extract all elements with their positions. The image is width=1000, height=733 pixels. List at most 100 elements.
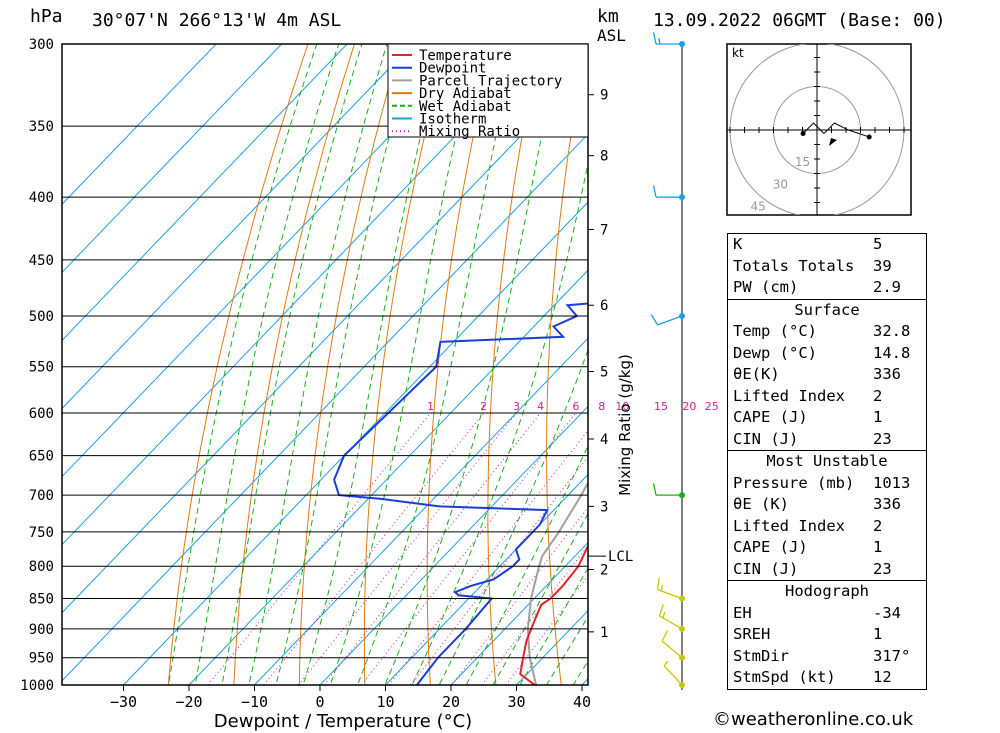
pressure-tick-label: 350: [29, 119, 54, 135]
plot-frame: [61, 43, 589, 686]
mixing-ratio-label: 2: [480, 400, 487, 413]
wind-barb-flag: [656, 577, 660, 590]
most-unstable-key: θE (K): [733, 495, 789, 513]
mixing-ratio-line: [361, 412, 577, 685]
hodograph-stat-row: EH -34: [728, 603, 926, 625]
pressure-tick-label: 800: [29, 559, 54, 575]
isotherm-line: [62, 65, 588, 614]
most-unstable-value: 336: [873, 495, 901, 513]
legend-entry: Dewpoint: [419, 61, 486, 77]
isotherm-line: [122, 201, 588, 685]
pressure-tick-label: 400: [29, 190, 54, 206]
legend-entry: Wet Adiabat: [419, 99, 512, 115]
hodograph-stat-row: StmSpd (kt) 12: [728, 667, 926, 689]
mixing-ratio-label: 20: [682, 400, 696, 413]
km-tick-label: 1: [600, 625, 608, 641]
isotherm-line: [62, 44, 217, 205]
pressure-tick-label: 600: [29, 406, 54, 422]
pressure-tick-label: 850: [29, 591, 54, 607]
surface-key: Dewp (°C): [733, 343, 817, 362]
surface-value: 1: [873, 408, 883, 426]
mixing-ratio-label: 3: [513, 400, 520, 413]
surface-title: Surface: [728, 298, 926, 322]
km-tick-label: 9: [600, 88, 608, 104]
dry-adiabat-line: [659, 0, 698, 711]
wind-barb-flag: [660, 584, 663, 592]
isotherm-line: [62, 44, 348, 342]
isotherm-line: [253, 337, 588, 685]
most-unstable-value: 2: [873, 516, 883, 535]
temp-tick-label: 40: [573, 693, 591, 711]
location-title: 30°07'N 266°13'W 4m ASL: [92, 10, 342, 31]
km-tick-label: 3: [600, 499, 608, 515]
hodograph-stat-key: SREH: [733, 625, 771, 643]
dry-adiabat-line: [958, 0, 1000, 711]
wet-adiabat-line: [492, 512, 588, 685]
hpa-unit-label: hPa: [30, 6, 63, 27]
mixing-ratio-line: [323, 412, 541, 685]
legend-entry: Temperature: [419, 48, 512, 64]
wind-barb-flag: [661, 630, 669, 642]
storm-motion-arrow: [829, 138, 837, 146]
hodograph-stat-key: StmDir: [733, 646, 789, 665]
mixing-ratio-label: 1: [427, 400, 434, 413]
surface-row: CIN (J) 23: [728, 429, 926, 451]
isotherm-line: [450, 541, 588, 685]
temp-tick-label: 10: [376, 693, 394, 711]
legend-entry: Mixing Ratio: [419, 124, 520, 140]
hodograph-stat-row: StmDir 317°: [728, 646, 926, 668]
hodograph-stat-key: EH: [733, 603, 752, 622]
temp-tick-label: −30: [110, 693, 137, 711]
temp-tick-label: 20: [442, 693, 460, 711]
pressure-tick-label: 550: [29, 360, 54, 376]
pressure-tick-label: 650: [29, 449, 54, 465]
most-unstable-row: θE (K) 336: [728, 494, 926, 516]
mixing-ratio-label: 10: [615, 400, 629, 413]
km-tick-label: 6: [600, 298, 608, 314]
km-tick-label: 7: [600, 222, 608, 238]
surface-value: 32.8: [873, 322, 911, 340]
isotherm-line: [319, 405, 588, 685]
legend-entry: Dry Adiabat: [419, 86, 512, 102]
wind-barb-flag: [652, 32, 657, 45]
hodograph-stat-row: SREH 1: [728, 624, 926, 646]
isotherm-line: [188, 269, 588, 685]
hodograph-stat-value: 1: [873, 625, 883, 643]
surface-row: θE(K) 336: [728, 364, 926, 386]
legend-entry: Isotherm: [419, 112, 486, 128]
wet-adiabat-line: [357, 44, 517, 685]
most-unstable-row: Lifted Index 2: [728, 516, 926, 538]
temperature-line: [519, 543, 588, 685]
km-tick-label: 2: [600, 563, 608, 579]
index-key: K: [733, 235, 743, 253]
surface-key: θE(K): [733, 365, 780, 383]
pressure-tick-label: 1000: [20, 678, 54, 694]
most-unstable-title: Most Unstable: [728, 450, 926, 473]
surface-value: 23: [873, 429, 892, 448]
footer-copyright[interactable]: ©weatheronline.co.uk: [713, 709, 914, 730]
mixing-ratio-axis-label: Mixing Ratio (g/kg): [616, 354, 634, 496]
most-unstable-row: Pressure (mb) 1013: [728, 473, 926, 495]
wet-adiabat-line: [194, 44, 340, 685]
indices-panel: K 5 Totals Totals 39 PW (cm) 2.9 Surface Temp…: [727, 233, 927, 690]
hodograph-stat-key: StmSpd (kt): [733, 668, 836, 686]
wind-barb-staff: [661, 640, 683, 659]
wet-adiabat-line: [465, 444, 588, 685]
dewpoint-line: [333, 302, 588, 685]
pressure-tick-label: 500: [29, 309, 54, 325]
index-row: Totals Totals 39: [728, 256, 926, 278]
surface-row: CAPE (J) 1: [728, 407, 926, 429]
wind-barb-flag: [662, 612, 666, 619]
wind-barb-flag: [658, 37, 661, 45]
temp-tick-label: 30: [507, 693, 525, 711]
most-unstable-row: CIN (J) 23: [728, 559, 926, 581]
hodograph-stat-value: 12: [873, 668, 892, 686]
mixing-ratio-label: 8: [598, 400, 605, 413]
wind-barb-flag: [652, 483, 657, 496]
surface-key: Lifted Index: [733, 386, 845, 405]
most-unstable-value: 23: [873, 559, 892, 578]
surface-value: 14.8: [873, 343, 911, 362]
wind-barb-staff: [659, 615, 683, 630]
